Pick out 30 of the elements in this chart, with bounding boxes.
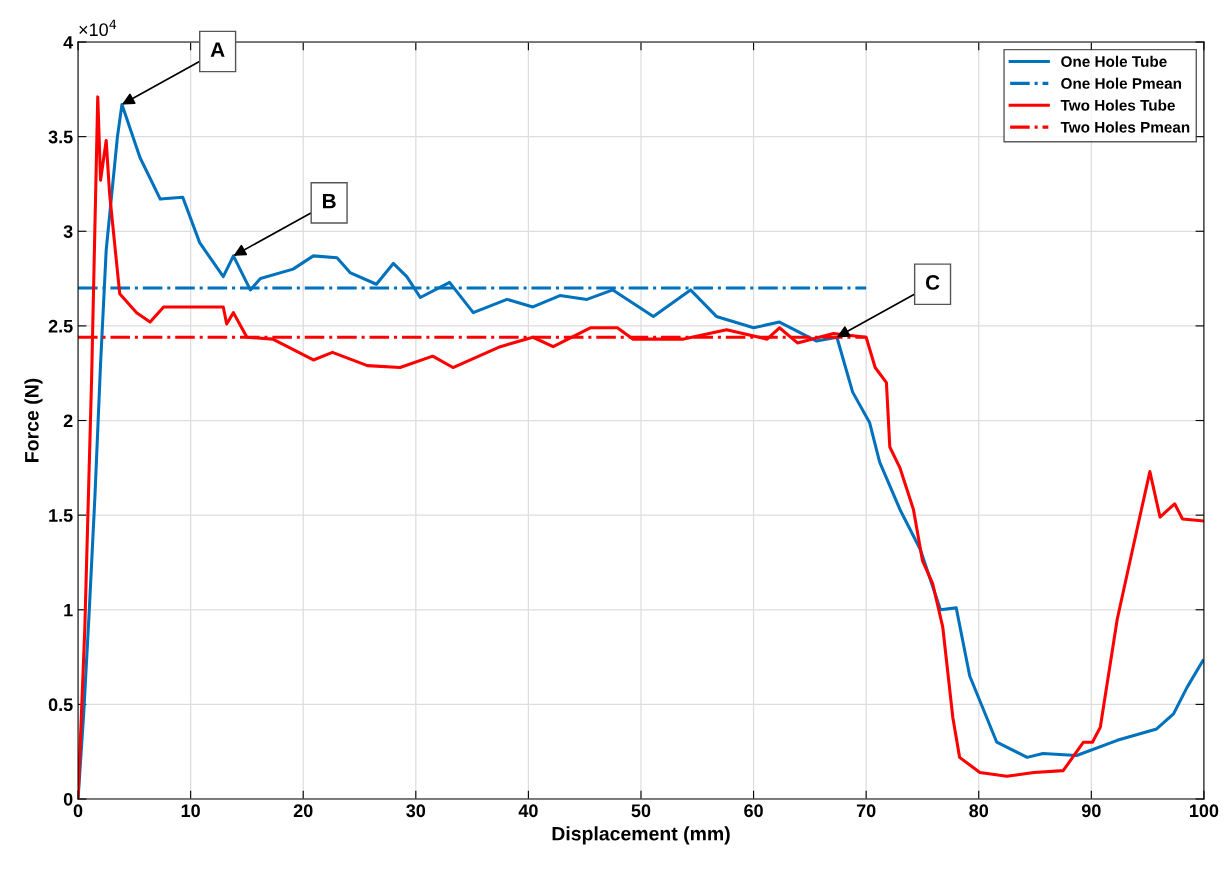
x-tick-label: 30 bbox=[406, 804, 426, 818]
x-tick-label: 20 bbox=[293, 804, 313, 818]
legend-label: One Hole Pmean bbox=[1061, 77, 1182, 89]
legend-label: Two Holes Tube bbox=[1060, 99, 1175, 111]
y-tick-label: 0 bbox=[63, 792, 73, 806]
y-tick-label: 1 bbox=[64, 603, 73, 617]
x-tick-label: 60 bbox=[744, 804, 763, 818]
x-axis-title: Displacement (mm) bbox=[552, 826, 730, 845]
x-tick-label: 80 bbox=[969, 804, 989, 818]
text: ×10$^{4}$ bbox=[79, 19, 117, 37]
x-tick-label: 50 bbox=[631, 804, 651, 818]
x-tick-label: 0 bbox=[73, 804, 83, 818]
y-tick-label: 2.5 bbox=[48, 319, 73, 333]
y-tick-label: 4 bbox=[63, 36, 74, 49]
x-tick-label: 100 bbox=[1189, 804, 1219, 818]
y-axis-title: Force (N) bbox=[24, 378, 43, 462]
annotation: C bbox=[925, 275, 940, 290]
x-tick-label: 40 bbox=[518, 804, 538, 818]
annotation: B bbox=[322, 193, 336, 209]
legend-label: One Hole Tube bbox=[1061, 55, 1167, 67]
annotation: A bbox=[210, 42, 225, 57]
y-tick-label: 2 bbox=[63, 414, 73, 428]
y-tick-label: 0.5 bbox=[48, 698, 73, 712]
y-tick-label: 1.5 bbox=[49, 509, 73, 522]
x-tick-label: 70 bbox=[856, 804, 876, 818]
y-tick-label: 3.5 bbox=[48, 130, 73, 144]
legend-label: Two Holes Pmean bbox=[1060, 121, 1190, 133]
x-tick-label: 90 bbox=[1081, 804, 1101, 818]
x-tick-label: 10 bbox=[181, 804, 200, 818]
y-tick-label: 3 bbox=[63, 225, 73, 239]
